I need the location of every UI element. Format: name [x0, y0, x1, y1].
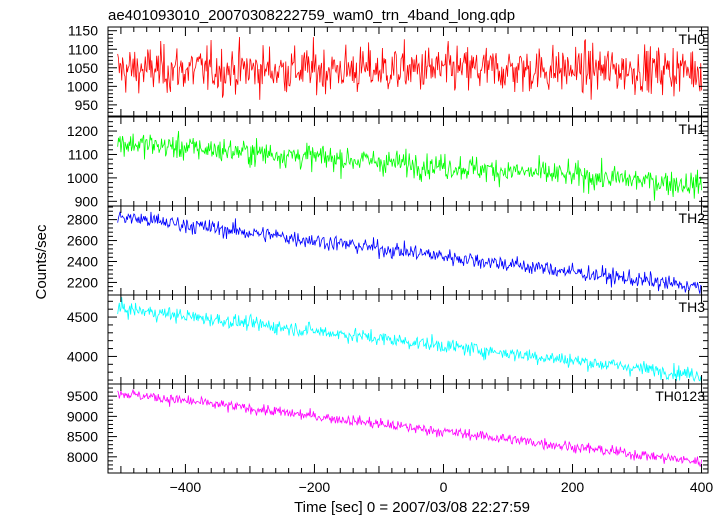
y-tick-label: 2800 [67, 212, 98, 228]
y-tick-label: 9000 [67, 408, 98, 424]
panel-frame [107, 116, 709, 207]
y-tick-label: 950 [75, 97, 99, 113]
x-tick-label: −200 [299, 479, 331, 495]
chart-title: ae401093010_20070308222759_wam0_trn_4ban… [108, 7, 515, 24]
x-axis-label: Time [sec] 0 = 2007/03/08 22:27:59 [294, 499, 530, 516]
x-tick-label: 200 [561, 479, 585, 495]
y-tick-label: 1100 [68, 41, 98, 57]
panel-th2: 2200 2400 2600 2800 TH2 [67, 205, 709, 296]
y-tick-label: 2400 [67, 253, 98, 269]
panel-label-th3: TH3 [679, 299, 706, 315]
y-tick-label: 2200 [67, 274, 98, 290]
panel-th0: 950 1000 1050 1100 1150 TH0 [67, 23, 709, 117]
series-line-th1 [117, 130, 702, 201]
y-tick-label: 1150 [68, 23, 98, 39]
x-tick-label: 400 [690, 479, 714, 495]
panel-th0123: 8000 8500 9000 9500 TH0123 [67, 383, 709, 474]
y-tick-label: 2600 [67, 233, 98, 249]
y-axis-label: Counts/sec [33, 224, 50, 300]
y-tick-label: 900 [75, 193, 99, 209]
panel-label-th0123: TH0123 [655, 388, 705, 404]
series-line-th3 [117, 297, 702, 382]
y-tick-label: 8000 [67, 449, 98, 465]
y-tick-label: 4500 [67, 309, 98, 325]
panel-frame [107, 294, 709, 385]
panel-label-th1: TH1 [679, 121, 706, 137]
y-tick-label: 4000 [67, 348, 98, 364]
y-tick-label: 1200 [67, 123, 98, 139]
y-tick-label: 1050 [67, 60, 98, 76]
y-tick-label: 1100 [68, 146, 98, 162]
y-tick-label: 1000 [67, 170, 98, 186]
y-tick-label: 1000 [67, 78, 98, 94]
y-tick-label: 9500 [67, 388, 98, 404]
panel-label-th2: TH2 [679, 210, 706, 226]
series-line-th2 [117, 211, 702, 294]
series-line-th0 [117, 37, 702, 100]
panel-label-th0: TH0 [679, 31, 706, 47]
series-line-th0123 [117, 389, 702, 467]
panel-th1: 900 1000 1100 1200 TH1 [67, 116, 709, 209]
x-axis: −400 −200 0 200 400 [170, 479, 714, 495]
x-tick-label: −400 [170, 479, 202, 495]
y-tick-label: 8500 [67, 429, 98, 445]
x-tick-label: 0 [440, 479, 448, 495]
panel-th3: 4000 4500 TH3 [67, 294, 709, 385]
panels-layer: 950 1000 1050 1100 1150 TH0 900 1000 1100 1200 TH1… [67, 23, 709, 474]
